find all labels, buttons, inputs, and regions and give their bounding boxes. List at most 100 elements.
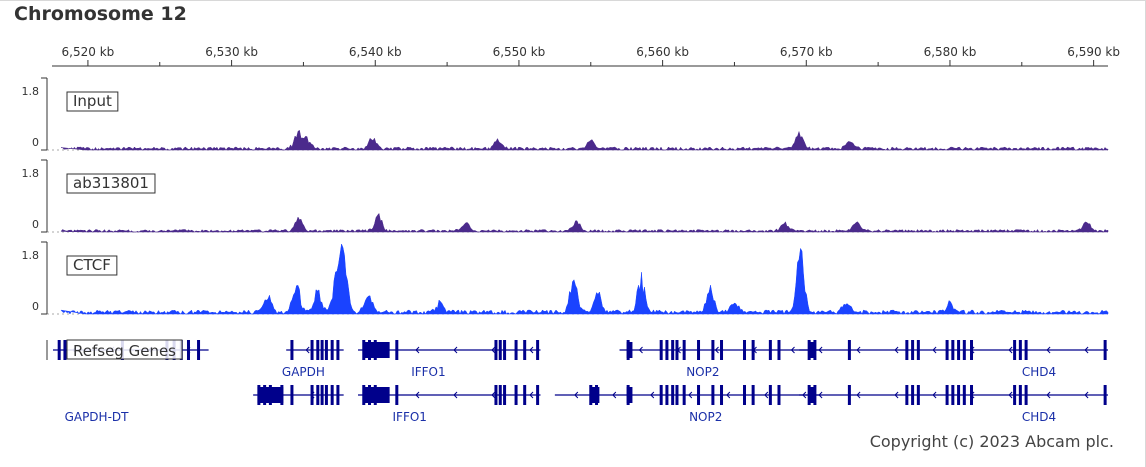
gene-name-label: CHD4 bbox=[1022, 410, 1056, 424]
gene-exon bbox=[945, 385, 949, 405]
gene-exon bbox=[514, 340, 518, 360]
strand-arrow bbox=[574, 391, 579, 399]
gene-utr-block bbox=[257, 387, 284, 403]
strand-arrow bbox=[310, 391, 315, 399]
track-input: 1.8 0 Input bbox=[22, 77, 1109, 151]
gene-exon bbox=[536, 340, 540, 360]
chromosome-title: Chromosome 12 bbox=[14, 3, 187, 25]
track-ctcf: 1.8 0 CTCF bbox=[22, 241, 1109, 315]
gene-exon bbox=[1103, 340, 1107, 360]
gene-exon bbox=[316, 340, 320, 360]
strand-arrow bbox=[415, 346, 420, 354]
signal-area bbox=[60, 129, 1109, 151]
gene-name-label: GAPDH-DT bbox=[65, 410, 130, 424]
gene-exon bbox=[847, 385, 851, 405]
gene-exon bbox=[682, 385, 686, 405]
gene-exon bbox=[951, 385, 955, 405]
gene-name-label: NOP2 bbox=[689, 410, 722, 424]
gene-exon bbox=[962, 340, 966, 360]
gene-exon bbox=[336, 385, 340, 405]
gene-name-label: IFFO1 bbox=[393, 410, 427, 424]
gene-exon bbox=[659, 340, 663, 360]
gene-exon bbox=[494, 385, 498, 405]
strand-arrow bbox=[752, 346, 757, 354]
gene-exon bbox=[1018, 340, 1022, 360]
tick-label: 6,550 kb bbox=[493, 45, 546, 59]
track-ymin-label: 0 bbox=[32, 300, 39, 313]
genes-track-label: Refseg Genes bbox=[73, 342, 176, 360]
tick-label: 6,580 kb bbox=[924, 45, 977, 59]
gene-exon bbox=[523, 385, 527, 405]
tick-label: 6,570 kb bbox=[780, 45, 833, 59]
genes-track-label-box bbox=[66, 339, 183, 360]
gene-exon bbox=[503, 340, 507, 360]
track-name-box bbox=[66, 173, 156, 194]
tick-label: 6,540 kb bbox=[349, 45, 402, 59]
gene-exon bbox=[1013, 385, 1017, 405]
strand-arrow bbox=[932, 391, 937, 399]
gene-exon bbox=[951, 340, 955, 360]
gene-exon bbox=[659, 385, 663, 405]
gene-exon bbox=[671, 340, 675, 360]
gene-exon bbox=[697, 340, 701, 360]
tick-label: 6,520 kb bbox=[62, 45, 115, 59]
gene-utr-block bbox=[363, 342, 390, 358]
gene-exon bbox=[290, 385, 294, 405]
gene-utr-block bbox=[363, 387, 390, 403]
gene-utr-block bbox=[626, 342, 633, 358]
strand-arrow bbox=[1008, 391, 1013, 399]
strand-arrow bbox=[612, 391, 617, 399]
strand-arrow bbox=[1084, 391, 1089, 399]
strand-arrow bbox=[932, 346, 937, 354]
gene-exon bbox=[768, 385, 772, 405]
gene-exon bbox=[63, 340, 67, 360]
gene-model bbox=[799, 340, 1108, 360]
gene-exon bbox=[320, 340, 324, 360]
strand-arrow bbox=[970, 391, 975, 399]
strand-arrow bbox=[894, 346, 899, 354]
gene-exon bbox=[503, 385, 507, 405]
gene-exon bbox=[330, 340, 334, 360]
signal-area bbox=[60, 212, 1109, 233]
strand-arrow bbox=[638, 346, 643, 354]
gene-exon bbox=[1013, 340, 1017, 360]
gene-exon bbox=[916, 340, 920, 360]
gene-exon bbox=[523, 340, 527, 360]
gene-exon bbox=[395, 385, 399, 405]
track-name-box bbox=[66, 255, 118, 276]
strand-arrow bbox=[856, 391, 861, 399]
gene-exon bbox=[186, 340, 190, 360]
gene-exon bbox=[290, 340, 294, 360]
gene-exon bbox=[743, 340, 747, 360]
gene-exon bbox=[197, 340, 201, 360]
gene-exon bbox=[720, 340, 724, 360]
gene-exon bbox=[310, 385, 314, 405]
gene-exon bbox=[1103, 385, 1107, 405]
strand-arrow bbox=[676, 346, 681, 354]
strand-arrow bbox=[1046, 391, 1051, 399]
gene-exon bbox=[911, 340, 915, 360]
strand-arrow bbox=[1046, 346, 1051, 354]
gene-exon bbox=[1018, 385, 1022, 405]
gene-exon bbox=[847, 340, 851, 360]
signal-area bbox=[60, 243, 1109, 315]
strand-arrow bbox=[491, 391, 496, 399]
gene-name-label: GAPDH bbox=[282, 365, 325, 379]
gene-name-label: CHD4 bbox=[1022, 365, 1056, 379]
gene-exon bbox=[395, 340, 399, 360]
gene-exon bbox=[751, 385, 755, 405]
gene-exon bbox=[905, 340, 909, 360]
track-name-label: CTCF bbox=[73, 256, 111, 274]
track-ab313801: 1.8 0 ab313801 bbox=[22, 159, 1109, 233]
track-name-box bbox=[66, 91, 119, 112]
gene-exon bbox=[324, 340, 328, 360]
gene-exon bbox=[330, 385, 334, 405]
strand-arrow bbox=[726, 391, 731, 399]
track-ymax-label: 1.8 bbox=[22, 85, 40, 98]
strand-arrow bbox=[650, 391, 655, 399]
gene-exon bbox=[711, 385, 715, 405]
strand-arrow bbox=[856, 346, 861, 354]
gene-exon bbox=[1024, 385, 1028, 405]
gene-exon bbox=[916, 385, 920, 405]
gene-exon bbox=[777, 340, 781, 360]
